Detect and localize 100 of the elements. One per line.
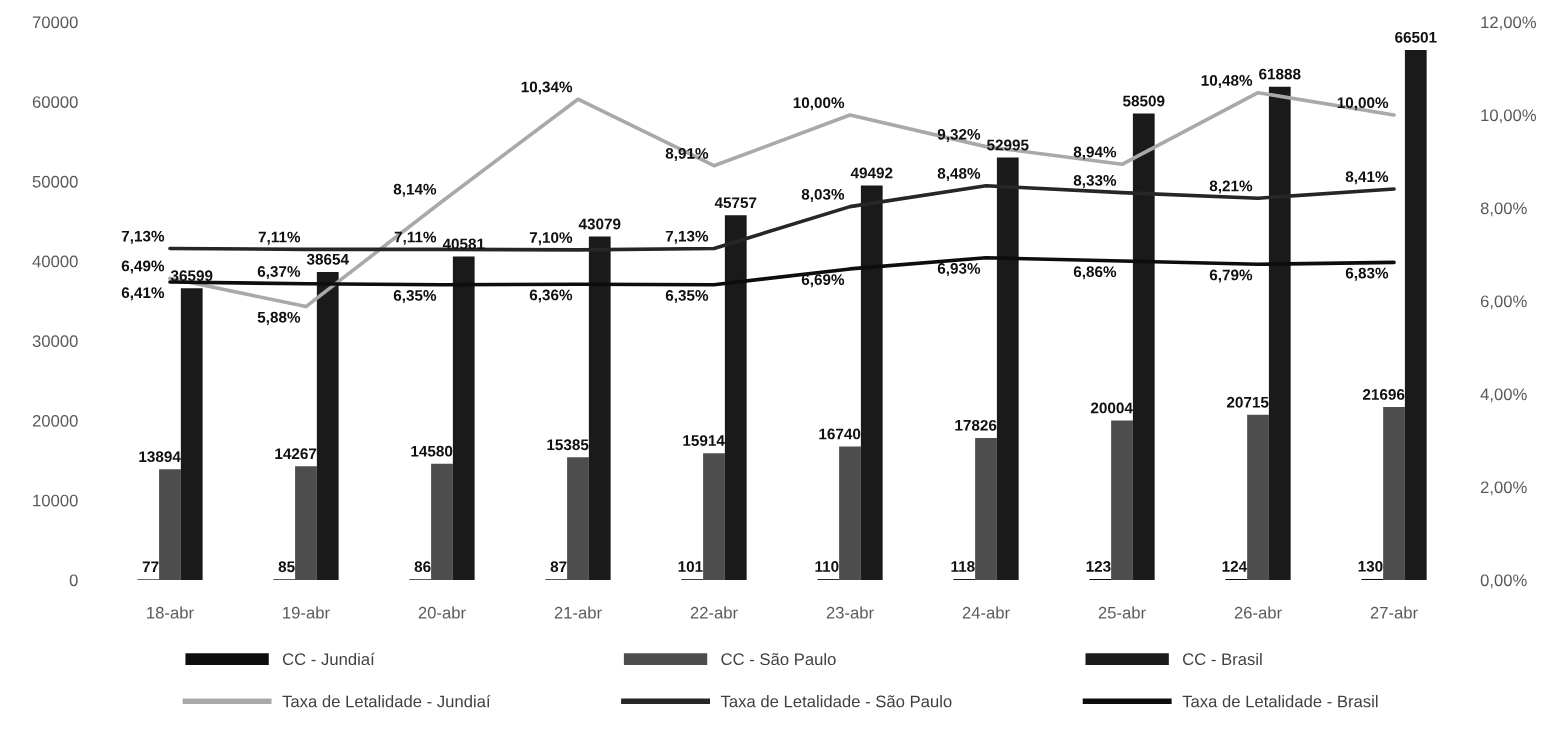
data-label: 6,49% [121, 260, 165, 274]
data-label: 10,48% [1201, 74, 1253, 89]
data-label: 8,94% [1073, 146, 1117, 160]
y2-tick-label: 12,00% [1481, 16, 1537, 31]
data-label: 8,33% [1073, 174, 1117, 188]
x-tick-label: 27-abr [1370, 606, 1418, 619]
data-label: 9,32% [937, 128, 981, 142]
data-label: 20004 [1090, 402, 1133, 414]
data-label: 8,91% [665, 147, 709, 162]
y2-tick-label: 2,00% [1480, 481, 1527, 496]
data-label: 6,35% [393, 290, 437, 304]
data-label: 123 [1086, 561, 1111, 572]
legend-label: CC - São Paulo [721, 652, 836, 666]
y-tick-label: 0 [69, 574, 78, 587]
data-label: 38654 [306, 253, 349, 265]
y-tick-label: 40000 [32, 255, 78, 268]
data-label: 118 [951, 561, 975, 572]
bar [159, 469, 181, 580]
data-label: 7,11% [394, 231, 437, 245]
data-label: 10,34% [521, 81, 573, 95]
data-label: 14580 [411, 445, 453, 457]
data-label: 20715 [1226, 396, 1269, 408]
data-label: 5,88% [257, 311, 301, 325]
data-label: 52995 [987, 139, 1029, 151]
data-label: 6,37% [257, 266, 301, 280]
legend-label: Taxa de Letalidade - Jundiaí [282, 694, 491, 708]
data-label: 14267 [275, 448, 317, 460]
y2-tick-label: 6,00% [1480, 295, 1527, 310]
bar [431, 463, 453, 580]
data-label: 7,10% [529, 232, 573, 246]
x-tick-label: 20-abr [418, 606, 466, 619]
data-label: 7,13% [665, 230, 709, 244]
bar [703, 453, 725, 580]
data-label: 6,69% [801, 274, 845, 288]
x-tick-label: 19-abr [283, 606, 330, 619]
y-tick-label: 50000 [32, 175, 78, 188]
data-label: 7,13% [121, 230, 165, 244]
data-label: 61888 [1259, 68, 1301, 80]
data-label: 40581 [442, 238, 485, 250]
data-label: 8,41% [1345, 171, 1389, 185]
data-label: 110 [815, 561, 839, 572]
data-label: 101 [678, 561, 703, 572]
y2-tick-label: 0,00% [1480, 574, 1527, 589]
data-label: 49492 [850, 167, 893, 179]
data-label: 15385 [547, 439, 589, 451]
bar [839, 446, 861, 580]
bar [567, 457, 589, 580]
data-label: 87 [550, 561, 567, 573]
bar [1111, 420, 1133, 580]
data-label: 13894 [139, 451, 181, 463]
line-series [168, 255, 1396, 287]
data-label: 124 [1222, 561, 1248, 572]
data-label: 10,00% [1337, 97, 1389, 111]
data-label: 6,79% [1209, 269, 1253, 283]
data-label: 43079 [578, 218, 621, 230]
data-label: 6,36% [529, 289, 573, 303]
data-label: 66501 [1395, 31, 1437, 43]
legend-label: CC - Brasil [1183, 652, 1262, 666]
data-label: 10,00% [793, 97, 845, 111]
data-label: 8,03% [801, 188, 845, 202]
data-label: 6,86% [1073, 266, 1117, 280]
y-tick-label: 10000 [33, 494, 78, 507]
y2-tick-label: 4,00% [1480, 388, 1527, 403]
data-label: 7,11% [258, 231, 301, 245]
y-tick-label: 60000 [32, 96, 78, 108]
data-label: 130 [1358, 560, 1383, 572]
bar [975, 437, 997, 580]
y-tick-label: 20000 [32, 414, 78, 427]
y-tick-label: 70000 [32, 16, 78, 29]
bar [452, 256, 475, 580]
bar [1383, 407, 1405, 580]
data-label: 6,93% [937, 263, 981, 277]
x-tick-label: 26-abr [1234, 606, 1282, 619]
data-label: 21696 [1362, 389, 1405, 400]
legend-label: Taxa de Letalidade - São Paulo [720, 695, 952, 708]
bar [1247, 414, 1269, 580]
data-label: 86 [414, 561, 431, 573]
y2-tick-label: 8,00% [1480, 202, 1527, 217]
x-tick-label: 21-abr [554, 606, 602, 619]
legend-label: Taxa de Letalidade - Brasil [1182, 695, 1378, 708]
y-tick-label: 30000 [32, 335, 78, 348]
legend-label: CC - Jundiaí [282, 652, 375, 666]
data-label: 6,35% [665, 290, 709, 304]
x-tick-label: 25-abr [1098, 606, 1146, 619]
x-tick-label: 23-abr [826, 606, 874, 619]
data-label: 36599 [170, 270, 213, 282]
data-label: 8,21% [1209, 180, 1253, 194]
bar [316, 271, 339, 580]
x-tick-label: 24-abr [962, 606, 1010, 619]
data-label: 6,83% [1345, 267, 1389, 281]
data-label: 77 [142, 561, 159, 573]
x-tick-label: 22-abr [690, 606, 738, 619]
y2-tick-label: 10,00% [1481, 109, 1537, 124]
bar [1404, 49, 1427, 580]
data-label: 15914 [683, 435, 725, 446]
data-label: 6,41% [121, 287, 165, 301]
bar [295, 466, 317, 580]
data-label: 58509 [1123, 95, 1165, 107]
data-label: 85 [278, 561, 295, 573]
bar [180, 288, 203, 580]
